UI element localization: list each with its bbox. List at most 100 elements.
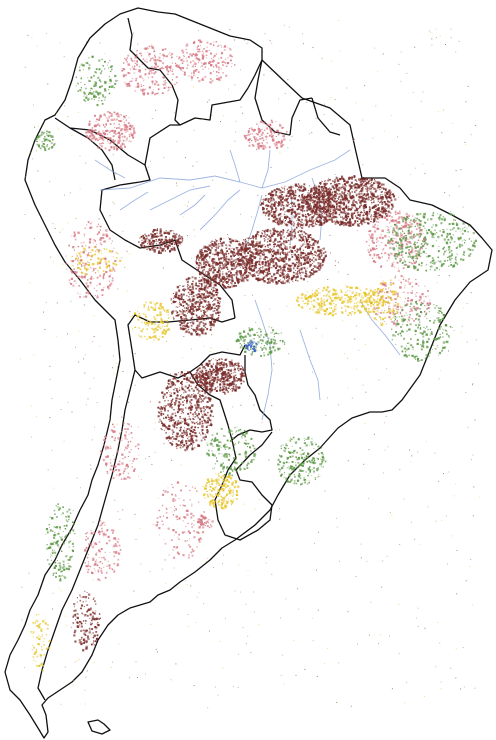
- land-cover-cell: [286, 200, 288, 202]
- land-cover-cell: [317, 196, 320, 199]
- land-cover-cell: [88, 123, 91, 126]
- land-cover-cell: [216, 360, 218, 362]
- land-cover-cell: [368, 206, 371, 208]
- land-cover-cell: [297, 265, 299, 267]
- land-cover-cell: [238, 370, 240, 372]
- land-cover-cell: [388, 201, 391, 204]
- land-cover-cell: [202, 278, 205, 281]
- land-cover-cell: [192, 303, 194, 305]
- land-cover-cell: [330, 210, 332, 212]
- land-cover-cell: [214, 262, 217, 264]
- land-cover-cell: [190, 385, 192, 387]
- land-cover-cell: [286, 275, 289, 278]
- land-cover-cell: [336, 202, 338, 204]
- land-cover-cell: [226, 378, 229, 381]
- land-cover-cell: [251, 267, 253, 269]
- land-cover-cell: [366, 191, 369, 193]
- land-cover-cell: [359, 218, 361, 220]
- land-cover-cell: [337, 198, 338, 200]
- land-cover-cell: [297, 260, 301, 263]
- land-cover-cell: [202, 395, 204, 397]
- land-cover-cell: [313, 205, 315, 208]
- land-cover-cell: [90, 131, 93, 134]
- land-cover-cell: [174, 414, 177, 417]
- land-cover-cell: [339, 206, 342, 209]
- land-cover-cell: [239, 377, 242, 381]
- land-cover-cell: [217, 317, 220, 319]
- land-cover-cell: [391, 205, 394, 208]
- land-cover-cell: [210, 282, 213, 285]
- land-cover-cell: [169, 437, 172, 440]
- land-cover-cell: [231, 368, 233, 370]
- land-cover-cell: [184, 311, 186, 313]
- land-cover-cell: [351, 213, 354, 216]
- land-cover-cell: [200, 321, 203, 323]
- land-cover-cell: [222, 380, 225, 382]
- land-cover-cell: [327, 192, 331, 195]
- land-cover-cell: [182, 301, 185, 304]
- land-cover-cell: [180, 297, 183, 300]
- land-cover-cell: [327, 210, 329, 212]
- land-cover-cell: [268, 243, 271, 246]
- land-cover-cell: [225, 254, 227, 256]
- land-cover-cell: [351, 216, 354, 219]
- land-cover-cell: [194, 374, 196, 376]
- land-cover-cell: [322, 198, 325, 201]
- land-cover-cell: [349, 223, 352, 226]
- land-cover-cell: [171, 403, 174, 406]
- land-cover-cell: [242, 260, 245, 264]
- land-cover-cell: [209, 329, 212, 331]
- land-cover-cell: [278, 265, 281, 268]
- land-cover-cell: [283, 236, 285, 238]
- land-cover-cell: [308, 194, 311, 198]
- land-cover-cell: [296, 267, 298, 269]
- land-cover-cell: [208, 365, 210, 368]
- land-cover-cell: [194, 404, 197, 407]
- land-cover-cell: [205, 385, 207, 386]
- land-cover-cell: [293, 264, 297, 267]
- land-cover-cell: [334, 220, 336, 222]
- land-cover-cell: [283, 187, 285, 190]
- land-cover-cell: [323, 183, 326, 186]
- land-cover-cell: [327, 188, 330, 191]
- land-cover-cell: [195, 310, 198, 312]
- land-cover-cell: [267, 249, 270, 252]
- land-cover-cell: [222, 266, 225, 269]
- land-cover-cell: [319, 251, 323, 254]
- land-cover-cell: [315, 270, 318, 273]
- land-cover-cell: [334, 215, 337, 218]
- land-cover-cell: [316, 266, 319, 269]
- land-cover-cell: [283, 252, 285, 254]
- land-cover-cell: [165, 232, 167, 234]
- land-cover-cell: [355, 201, 358, 204]
- land-cover-cell: [275, 190, 278, 193]
- land-cover-cell: [345, 223, 348, 226]
- land-cover-cell: [209, 322, 212, 325]
- land-cover-cell: [215, 239, 217, 241]
- land-cover-cell: [275, 281, 278, 284]
- land-cover-cell: [318, 224, 321, 226]
- land-cover-cell: [331, 183, 332, 185]
- land-cover-cell: [173, 242, 175, 244]
- land-cover-cell: [292, 190, 295, 193]
- land-cover-cell: [207, 365, 209, 367]
- land-cover-cell: [157, 406, 160, 409]
- land-cover-cell: [242, 259, 244, 261]
- land-cover-cell: [189, 400, 191, 402]
- land-cover-cell: [357, 186, 360, 189]
- land-cover-cell: [313, 254, 315, 256]
- land-cover-cell: [171, 398, 174, 401]
- land-cover-cell: [294, 232, 297, 234]
- land-cover-cell: [213, 281, 216, 283]
- land-cover-cell: [356, 211, 359, 214]
- land-cover-cell: [182, 285, 184, 287]
- land-cover-cell: [189, 311, 192, 314]
- land-cover-cell: [311, 211, 313, 213]
- land-cover-cell: [279, 253, 281, 255]
- land-cover-cell: [370, 186, 373, 188]
- land-cover-cell: [189, 377, 191, 379]
- land-cover-cell: [206, 284, 208, 286]
- land-cover-cell: [188, 331, 191, 334]
- land-cover-cell: [209, 406, 211, 408]
- land-cover-cell: [273, 251, 277, 254]
